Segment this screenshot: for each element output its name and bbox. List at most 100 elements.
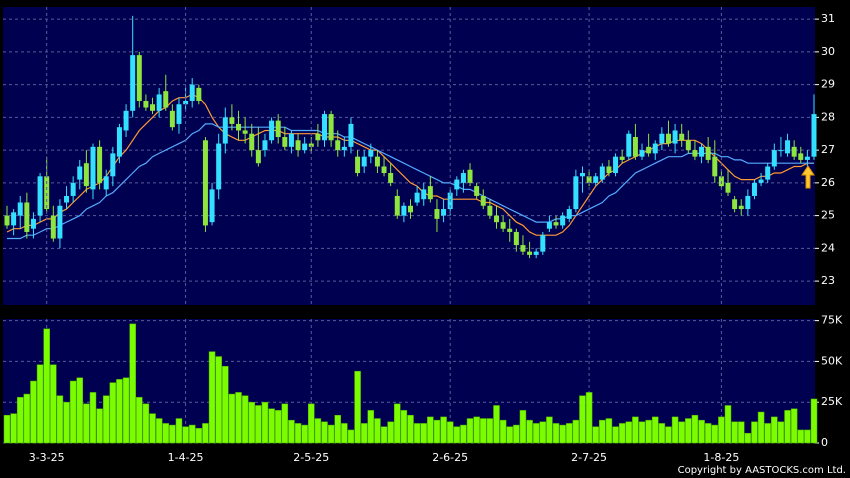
volume-bar xyxy=(50,364,57,444)
x-tick-label: 2-7-25 xyxy=(571,451,607,464)
candle-body xyxy=(24,202,30,232)
y-tick-label: 28 xyxy=(821,110,835,123)
volume-bar xyxy=(334,415,341,444)
volume-bar xyxy=(704,423,712,444)
candle-body xyxy=(348,123,354,147)
volume-bar xyxy=(493,405,500,444)
candle-body xyxy=(546,222,552,229)
candle-body xyxy=(50,215,56,239)
volume-bar xyxy=(513,424,520,444)
volume-bar xyxy=(532,423,540,444)
candle-body xyxy=(646,146,652,154)
volume-bar xyxy=(36,364,44,444)
volume-bar xyxy=(149,413,156,444)
volume-bar xyxy=(453,426,461,444)
y-tick-label: 75K xyxy=(821,314,843,327)
y-tick-label: 26 xyxy=(821,176,835,189)
volume-bar xyxy=(155,418,163,444)
candle-body xyxy=(460,173,466,183)
candle-body xyxy=(732,199,738,210)
candle-body xyxy=(255,150,261,164)
volume-bar xyxy=(605,418,613,444)
candle-body xyxy=(229,117,235,124)
candle-body xyxy=(679,133,685,141)
candle-body xyxy=(394,195,400,216)
volume-bar xyxy=(188,424,196,444)
volume-bar xyxy=(347,429,355,444)
candle-body xyxy=(335,140,341,151)
candle-body xyxy=(725,182,731,193)
volume-bar xyxy=(288,419,295,444)
candle-body xyxy=(4,215,10,226)
candle-body xyxy=(381,166,387,174)
candle-body xyxy=(791,146,797,157)
volume-bar xyxy=(43,328,50,444)
x-tick-label: 2-6-25 xyxy=(432,451,468,464)
candle-body xyxy=(401,205,407,216)
volume-bar xyxy=(559,424,566,444)
volume-bar xyxy=(387,421,394,444)
volume-bar xyxy=(116,379,123,444)
volume-bar xyxy=(241,395,249,444)
candle-body xyxy=(765,166,771,180)
volume-bar xyxy=(665,426,672,444)
volume-bar xyxy=(671,416,679,444)
volume-bar xyxy=(274,410,282,444)
candle-body xyxy=(288,133,294,147)
volume-bar xyxy=(380,426,388,444)
candle-body xyxy=(758,179,764,183)
volume-bar xyxy=(810,398,818,444)
candle-body xyxy=(315,133,321,141)
volume-bar xyxy=(572,419,580,444)
volume-bar xyxy=(215,356,222,444)
volume-bar xyxy=(169,424,176,444)
volume-bar xyxy=(698,419,705,444)
candle-body xyxy=(189,84,195,101)
volume-bar xyxy=(248,401,255,444)
volume-bar xyxy=(420,423,427,444)
candle-body xyxy=(374,156,380,167)
volume-bar xyxy=(89,392,97,444)
y-tick-label: 30 xyxy=(821,45,835,58)
volume-bar xyxy=(804,429,811,444)
candle-body xyxy=(771,150,777,167)
volume-bar xyxy=(374,418,381,444)
volume-bar xyxy=(790,408,798,444)
candle-body xyxy=(176,104,182,124)
candle-body xyxy=(57,205,63,239)
candle-body xyxy=(454,179,460,190)
y-tick-label: 50K xyxy=(821,354,843,367)
volume-bar xyxy=(757,411,765,444)
y-tick-label: 29 xyxy=(821,78,835,91)
volume-bar xyxy=(784,410,791,444)
volume-bar xyxy=(731,421,738,444)
candle-body xyxy=(70,182,76,196)
candle-body xyxy=(599,166,605,180)
candle-body xyxy=(302,143,308,151)
candle-body xyxy=(705,146,711,160)
volume-bar xyxy=(460,424,467,444)
volume-bar xyxy=(585,392,593,444)
candle-body xyxy=(619,156,625,160)
candle-body xyxy=(738,205,744,210)
volume-bar xyxy=(16,397,24,444)
volume-bar xyxy=(638,421,646,444)
volume-bar xyxy=(499,419,507,444)
candle-body xyxy=(533,251,539,255)
volume-bar xyxy=(268,408,275,444)
candle-body xyxy=(368,150,374,157)
candle-body xyxy=(712,156,718,177)
y-tick-label: 0 xyxy=(821,436,828,449)
volume-bar xyxy=(651,416,659,444)
candle-body xyxy=(183,100,189,105)
candle-body xyxy=(699,146,705,157)
y-tick-label: 23 xyxy=(821,274,835,287)
candle-body xyxy=(778,150,784,152)
volume-bar xyxy=(63,401,70,444)
candle-body xyxy=(540,235,546,252)
volume-bar xyxy=(341,423,348,444)
candle-body xyxy=(222,117,228,144)
volume-bar xyxy=(612,426,619,444)
candle-body xyxy=(17,202,23,216)
